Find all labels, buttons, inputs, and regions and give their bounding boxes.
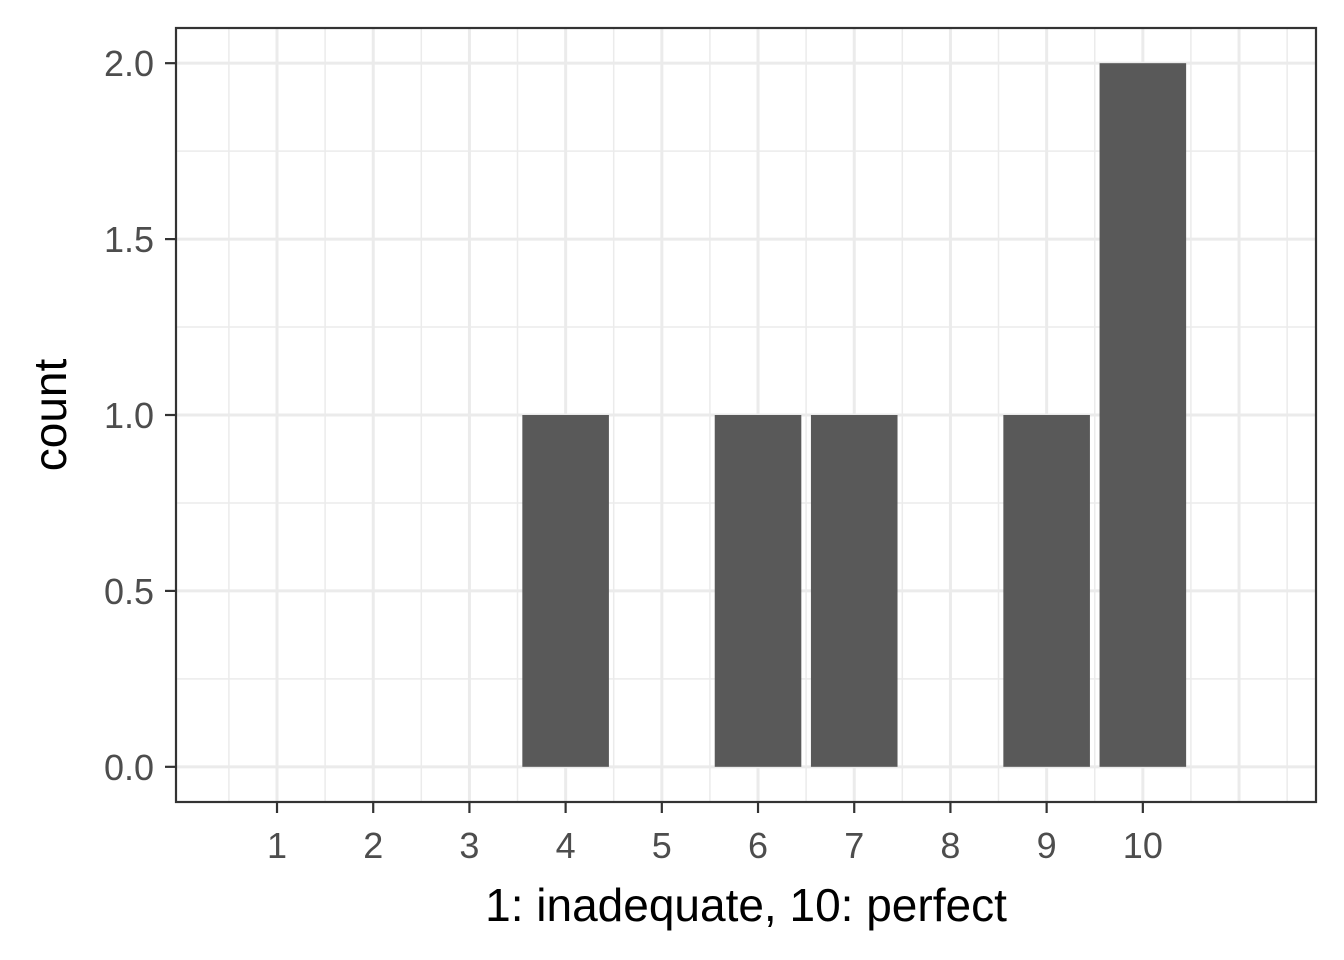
x-tick-label: 9: [1037, 825, 1057, 866]
x-axis: 1 2 3 4 5 6 7 8 9 10: [267, 802, 1163, 866]
x-tick-label: 2: [363, 825, 383, 866]
y-tick-label: 1.5: [104, 219, 154, 260]
x-axis-title: 1: inadequate, 10: perfect: [485, 879, 1007, 931]
x-tick-label: 5: [652, 825, 672, 866]
y-axis-title: count: [24, 359, 76, 472]
y-axis: 0.0 0.5 1.0 1.5 2.0: [104, 43, 176, 788]
y-tick-label: 0.0: [104, 747, 154, 788]
x-tick-label: 1: [267, 825, 287, 866]
y-tick-label: 0.5: [104, 571, 154, 612]
y-tick-label: 2.0: [104, 43, 154, 84]
x-tick-label: 10: [1123, 825, 1163, 866]
x-tick-label: 4: [556, 825, 576, 866]
x-tick-label: 7: [844, 825, 864, 866]
y-tick-label: 1.0: [104, 395, 154, 436]
bar-6: [714, 415, 802, 767]
x-tick-label: 3: [459, 825, 479, 866]
bar-7: [810, 415, 898, 767]
bars: [522, 63, 1187, 767]
bar-4: [522, 415, 609, 767]
bar-10: [1099, 63, 1187, 767]
x-tick-label: 6: [748, 825, 768, 866]
bar-9: [1003, 415, 1090, 767]
x-tick-label: 8: [940, 825, 960, 866]
